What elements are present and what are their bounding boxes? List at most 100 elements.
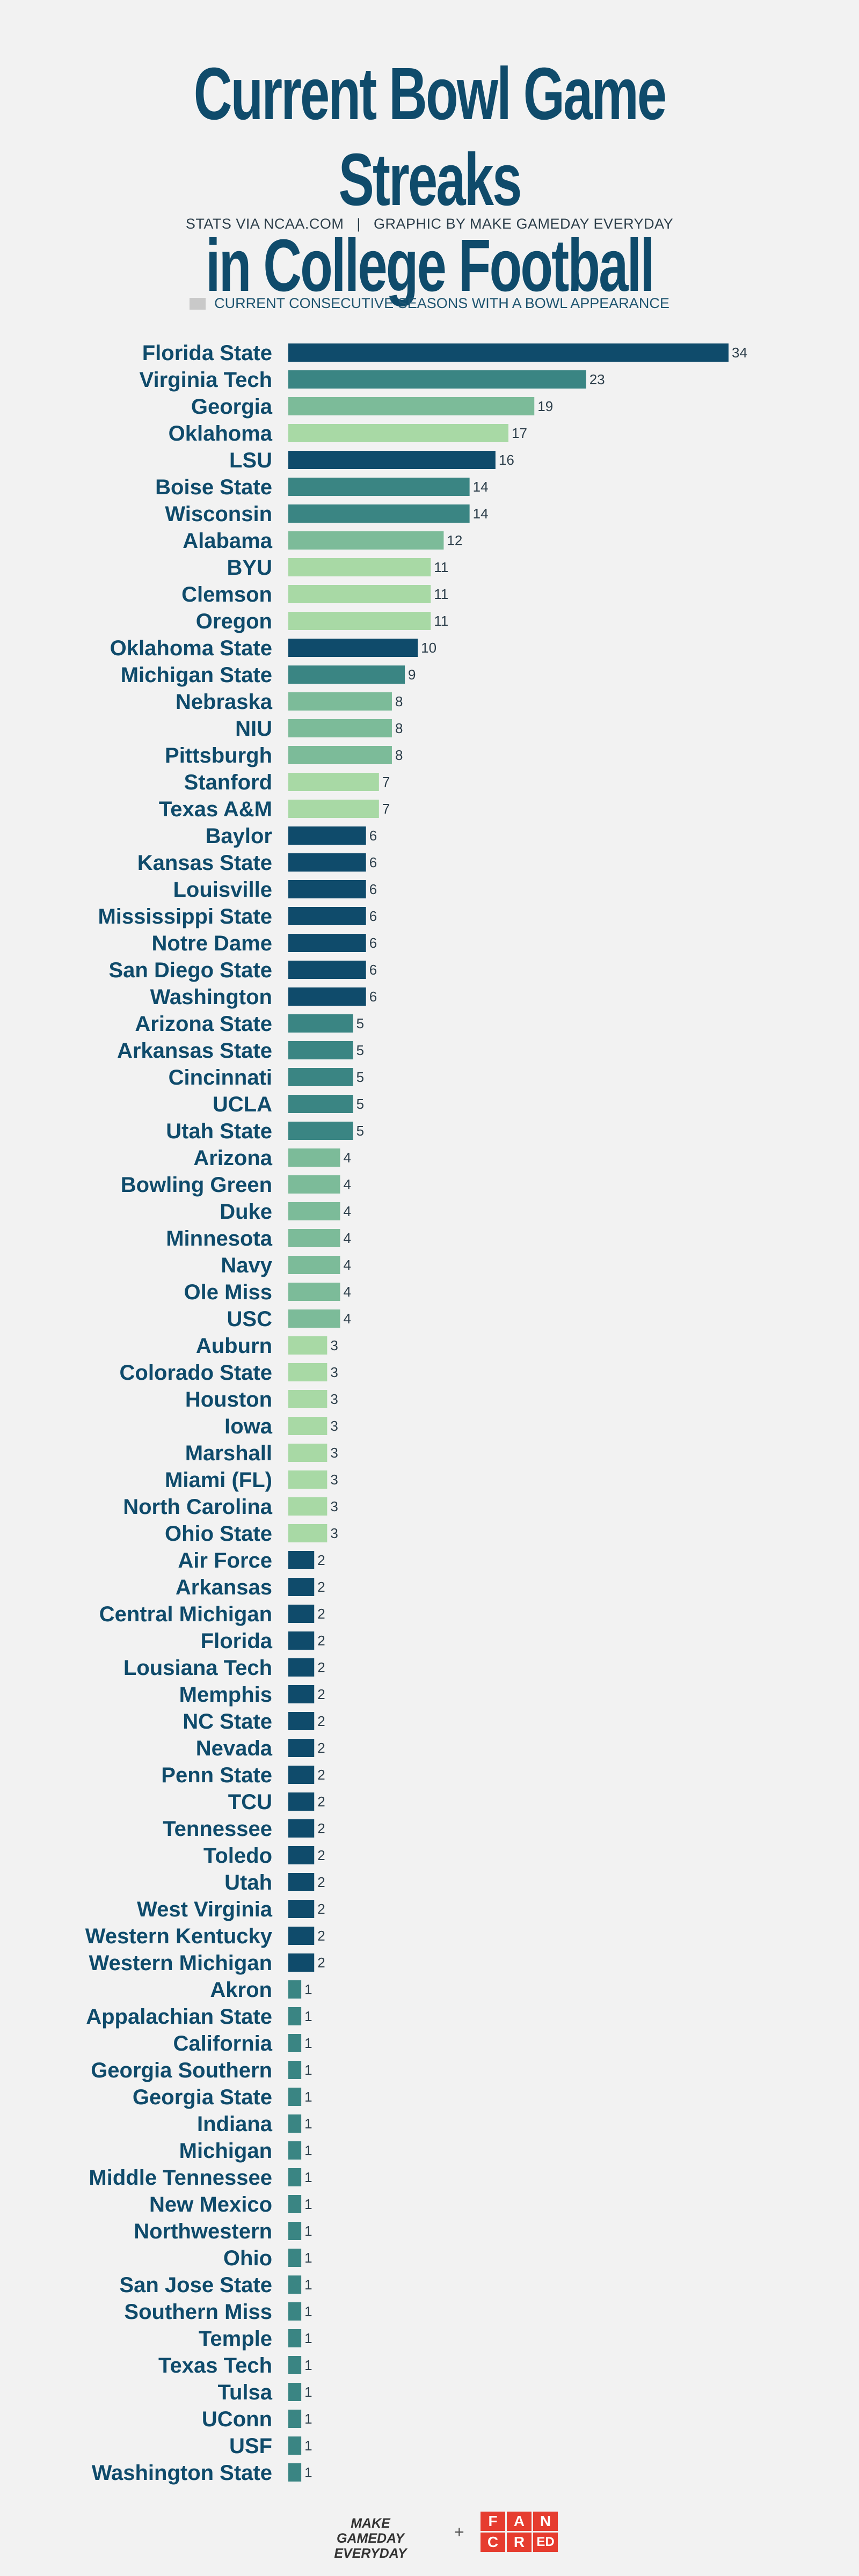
value-label: 8 [395, 720, 403, 736]
category-label: Middle Tennessee [89, 2166, 272, 2190]
bar [288, 800, 379, 818]
bar [288, 370, 586, 389]
value-label: 5 [356, 1042, 364, 1058]
category-label: Georgia [191, 395, 273, 419]
category-label: Memphis [179, 1683, 272, 1707]
bar [288, 531, 444, 550]
category-label: LSU [229, 449, 272, 472]
category-label: Akron [210, 1978, 272, 2002]
title-line-2: in College Football [205, 224, 655, 307]
value-label: 23 [589, 371, 605, 387]
bar [288, 1417, 327, 1435]
category-label: Miami (FL) [165, 1468, 272, 1492]
value-label: 3 [330, 1498, 338, 1514]
bar [288, 1685, 315, 1703]
bar [288, 934, 366, 952]
value-label: 2 [317, 1740, 325, 1756]
category-label: Mississippi State [98, 905, 272, 928]
bar [288, 1578, 315, 1596]
category-label: Penn State [161, 1763, 272, 1787]
bar [288, 2463, 302, 2482]
bar [288, 1551, 315, 1569]
value-label: 1 [304, 2223, 312, 2239]
value-label: 6 [369, 854, 377, 870]
category-label: Boise State [155, 475, 272, 499]
bar [288, 1148, 340, 1167]
bar [288, 1336, 327, 1355]
title-line-1: Current Bowl Game Streaks [193, 53, 667, 221]
value-label: 3 [330, 1445, 338, 1461]
bar [288, 2410, 302, 2428]
category-label: Bowling Green [121, 1173, 272, 1197]
category-label: Arizona State [135, 1012, 272, 1036]
bar [288, 639, 418, 657]
category-label: UCLA [213, 1093, 272, 1116]
category-label: Virginia Tech [140, 368, 272, 392]
bar [288, 1122, 353, 1140]
value-label: 5 [356, 1015, 364, 1031]
chart-title: Current Bowl Game Streaks in College Foo… [120, 51, 739, 309]
category-label: Washington State [92, 2461, 272, 2485]
category-label: Western Kentucky [85, 1924, 273, 1948]
bar [288, 478, 470, 496]
bar [288, 1444, 327, 1462]
bar [288, 1283, 340, 1301]
value-label: 5 [356, 1069, 364, 1085]
bar [288, 1068, 353, 1086]
category-label: Nevada [196, 1737, 273, 1760]
value-label: 3 [330, 1472, 338, 1488]
value-label: 1 [304, 2169, 312, 2185]
value-label: 1 [304, 2277, 312, 2293]
category-label: Appalachian State [86, 2005, 272, 2029]
value-label: 34 [732, 345, 747, 361]
bar [288, 2034, 302, 2052]
value-label: 1 [304, 2008, 312, 2024]
category-label: Marshall [185, 1441, 272, 1465]
value-label: 3 [330, 1418, 338, 1434]
value-label: 10 [421, 640, 436, 656]
bar [288, 1819, 315, 1838]
bar [288, 1309, 340, 1328]
category-label: Western Michigan [89, 1951, 272, 1975]
value-label: 8 [395, 693, 403, 709]
category-label: Washington [150, 985, 272, 1009]
footer: MAKE GAMEDAY EVERYDAY + F A N C R ED [0, 2512, 859, 2561]
bar [288, 343, 729, 362]
category-label: NC State [183, 1710, 272, 1733]
bar [288, 773, 379, 791]
value-label: 4 [343, 1257, 351, 1273]
bar [288, 1873, 315, 1891]
category-label: San Jose State [119, 2273, 272, 2297]
category-label: Southern Miss [124, 2300, 272, 2324]
category-label: California [173, 2032, 273, 2055]
value-label: 2 [317, 1606, 325, 1622]
value-label: 6 [369, 908, 377, 924]
value-label: 4 [343, 1176, 351, 1192]
bar [288, 1497, 327, 1516]
category-label: Arkansas State [117, 1039, 272, 1063]
value-label: 1 [304, 2357, 312, 2373]
category-label: Cincinnati [169, 1066, 272, 1089]
category-label: Louisville [173, 878, 273, 902]
category-label: Ole Miss [184, 1280, 272, 1304]
category-label: Air Force [178, 1549, 272, 1572]
category-label: Clemson [181, 583, 272, 606]
category-label: Navy [221, 1254, 272, 1277]
bar [288, 1470, 327, 1489]
bar [288, 1256, 340, 1274]
category-label: Alabama [183, 529, 272, 553]
value-label: 5 [356, 1123, 364, 1139]
value-label: 14 [473, 506, 489, 522]
value-label: 7 [382, 801, 390, 817]
category-label: Oregon [196, 610, 272, 633]
value-label: 1 [304, 2142, 312, 2158]
value-label: 9 [408, 667, 416, 683]
bar [288, 2195, 302, 2213]
logo-letter: A [507, 2512, 532, 2531]
bar [288, 907, 366, 925]
value-label: 4 [343, 1311, 351, 1327]
category-label: USF [229, 2434, 272, 2458]
bar [288, 2356, 302, 2374]
category-label: Utah State [166, 1119, 272, 1143]
